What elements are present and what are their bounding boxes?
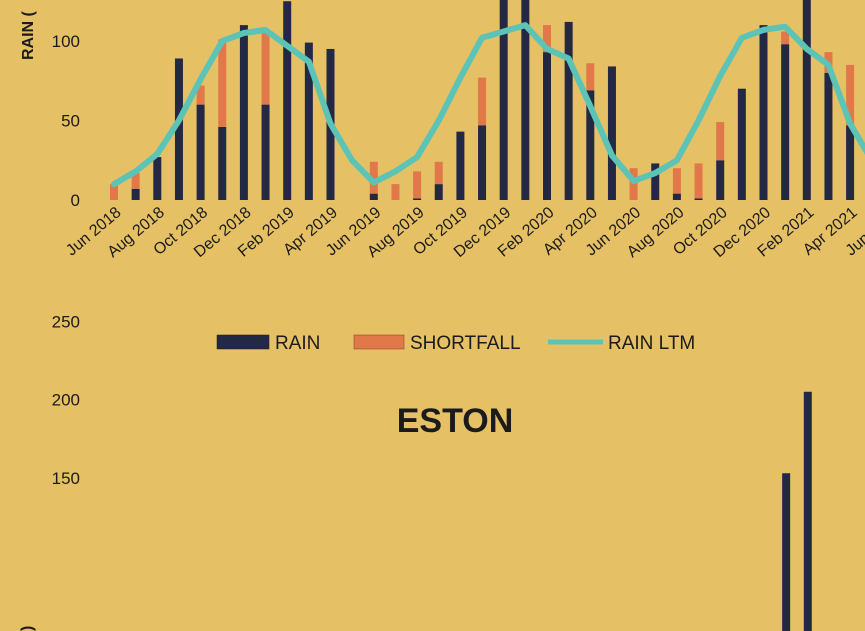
- shortfall-bar: [218, 39, 227, 127]
- rain-bar: [478, 125, 487, 200]
- bottom-y-tick-label: 200: [52, 391, 80, 410]
- rain-bar: [196, 104, 205, 200]
- rain-bar: [716, 160, 725, 200]
- legend-label-shortfall: SHORTFALL: [410, 333, 521, 354]
- rain-bar: [759, 25, 768, 200]
- rain-bar: [737, 88, 746, 200]
- shortfall-bar: [543, 25, 551, 53]
- legend-item-shortfall: SHORTFALL: [353, 333, 521, 354]
- rain-bar: [607, 66, 616, 200]
- bottom-chart-y-ticks: 150 200 250: [52, 312, 80, 488]
- shortfall-bar: [672, 168, 681, 194]
- legend-item-rain-ltm: RAIN LTM: [548, 333, 695, 354]
- rain-bar: [174, 58, 183, 200]
- shortfall-bar: [846, 64, 855, 126]
- legend-swatch-shortfall: [353, 334, 405, 350]
- eston-rain-bar: [803, 391, 812, 631]
- rain-bar: [218, 126, 227, 200]
- rain-bar: [586, 90, 595, 200]
- legend-label-rain: RAIN: [275, 333, 320, 354]
- rain-bar: [131, 188, 140, 200]
- top-y-tick-label: 0: [71, 191, 80, 210]
- legend-item-rain: RAIN: [216, 333, 320, 354]
- rain-bar: [564, 21, 573, 201]
- shortfall-bar: [694, 163, 703, 199]
- rain-bar: [846, 125, 855, 200]
- eston-rain-bar: [782, 473, 791, 631]
- rain-bar: [261, 104, 270, 200]
- top-y-tick-label: 50: [61, 112, 80, 131]
- shortfall-bar: [196, 85, 205, 105]
- rain-bar: [781, 44, 790, 201]
- bottom-y-tick-label: 150: [52, 469, 80, 488]
- rain-bar: [521, 0, 530, 200]
- legend-label-rain-ltm: RAIN LTM: [608, 333, 695, 354]
- shortfall-bar: [478, 77, 487, 126]
- shortfall-bar: [369, 161, 378, 194]
- shortfall-bar: [131, 172, 140, 189]
- shortfall-bar: [413, 171, 422, 199]
- bottom-chart-y-axis-label-fragment: ): [19, 626, 36, 631]
- shortfall-bar: [716, 122, 725, 161]
- top-chart-y-axis-label: RAIN (: [20, 10, 37, 60]
- shortfall-bar: [434, 161, 443, 185]
- rain-bar: [304, 42, 313, 201]
- shortfall-bar: [781, 31, 790, 45]
- bottom-y-tick-label: 250: [52, 312, 80, 331]
- top-y-tick-label: 100: [52, 32, 80, 51]
- rain-bar: [499, 0, 508, 200]
- rain-bar: [283, 1, 292, 200]
- rain-bar: [239, 25, 248, 200]
- bottom-chart: 150 200 250 ): [19, 312, 812, 631]
- rain-ltm-line: [111, 22, 865, 188]
- bottom-chart-bars: [782, 391, 812, 631]
- rain-bar: [672, 193, 681, 200]
- rain-bar: [802, 0, 811, 200]
- rain-bar: [694, 198, 703, 200]
- rain-bar: [543, 52, 551, 200]
- second-chart-title: ESTON: [397, 402, 514, 440]
- rain-bar: [413, 198, 422, 200]
- shortfall-bar: [391, 184, 400, 200]
- rain-bar: [456, 131, 465, 200]
- legend-swatch-rain: [216, 334, 270, 350]
- shortfall-bar: [586, 63, 595, 91]
- rain-bar: [824, 72, 833, 200]
- rain-bar: [651, 163, 660, 200]
- rain-bar: [369, 193, 378, 200]
- rain-bar: [434, 184, 443, 200]
- rain-bar: [153, 157, 162, 200]
- shortfall-bar: [110, 184, 118, 200]
- top-chart-y-ticks: 0 50 100: [52, 32, 80, 210]
- top-chart-line: [111, 22, 865, 188]
- shortfall-bar: [629, 168, 638, 200]
- shortfall-bar: [261, 33, 270, 105]
- legend: RAIN SHORTFALL RAIN LTM: [216, 333, 695, 354]
